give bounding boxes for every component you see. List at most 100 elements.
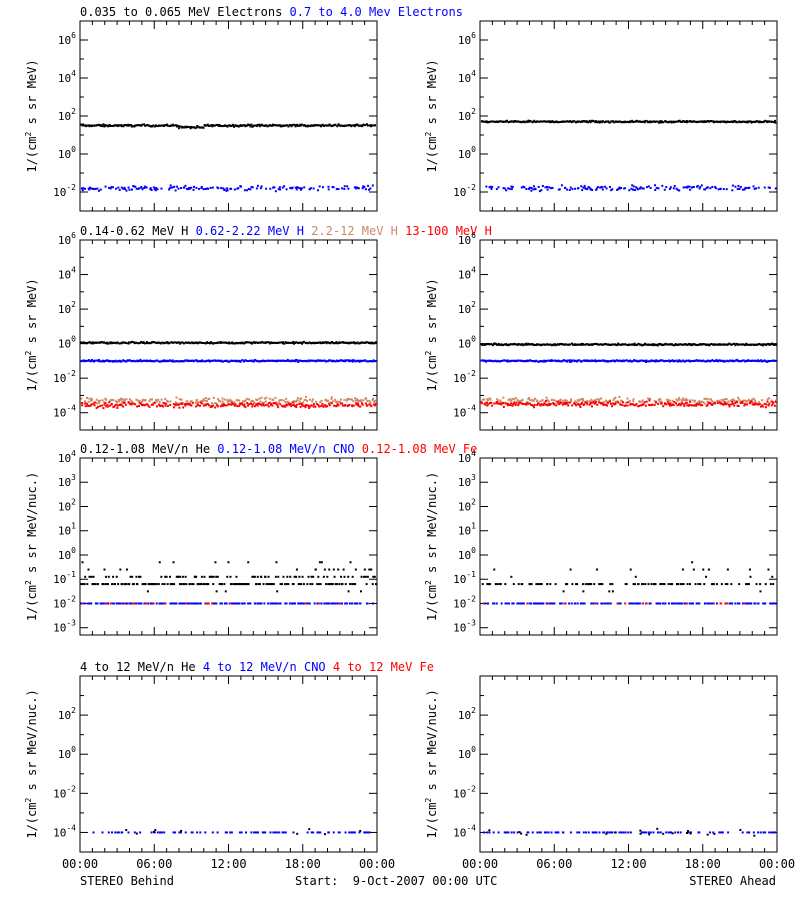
data-point xyxy=(337,123,340,126)
data-point xyxy=(588,119,591,122)
y-tick-label: 104 xyxy=(58,69,76,85)
data-point xyxy=(284,602,287,605)
data-point xyxy=(565,359,568,362)
data-point xyxy=(278,186,281,189)
data-point xyxy=(118,342,121,345)
data-point xyxy=(329,401,332,404)
data-point xyxy=(148,405,151,408)
data-point xyxy=(283,831,286,834)
data-point xyxy=(287,125,290,128)
data-point xyxy=(129,575,132,578)
data-point xyxy=(175,403,178,406)
data-point xyxy=(114,341,117,344)
data-point xyxy=(626,404,629,407)
data-point xyxy=(187,402,190,405)
data-point xyxy=(122,187,125,190)
data-point xyxy=(321,186,324,189)
data-point xyxy=(661,121,664,124)
data-point xyxy=(330,396,333,399)
data-point xyxy=(121,583,124,586)
data-point xyxy=(684,342,687,345)
data-point xyxy=(154,359,157,362)
data-point xyxy=(289,575,292,578)
data-point xyxy=(544,343,547,346)
data-point xyxy=(751,398,754,401)
data-point xyxy=(265,341,268,344)
data-point xyxy=(289,186,292,189)
data-point xyxy=(614,831,617,834)
data-point xyxy=(488,343,491,346)
data-point xyxy=(537,360,540,363)
data-point xyxy=(685,831,688,834)
data-point xyxy=(278,831,281,834)
data-point xyxy=(171,359,174,362)
data-point xyxy=(685,120,688,123)
data-point xyxy=(221,403,224,406)
data-point xyxy=(737,405,740,408)
data-point xyxy=(229,575,232,578)
data-point xyxy=(535,359,538,362)
data-point xyxy=(250,831,253,834)
data-point xyxy=(564,120,567,123)
data-point xyxy=(546,404,549,407)
data-point xyxy=(316,124,319,127)
data-point xyxy=(767,343,770,346)
data-point xyxy=(486,398,489,401)
data-point xyxy=(617,343,620,346)
data-point xyxy=(320,399,323,402)
data-point xyxy=(577,403,580,406)
data-point xyxy=(99,405,102,408)
data-point xyxy=(585,401,588,404)
data-point xyxy=(325,405,328,408)
data-point xyxy=(245,341,248,344)
data-point xyxy=(333,602,336,605)
data-point xyxy=(654,401,657,404)
data-point xyxy=(152,602,155,605)
data-point xyxy=(675,187,678,190)
data-point xyxy=(662,405,665,408)
data-point xyxy=(216,398,219,401)
data-point xyxy=(174,341,177,344)
data-point xyxy=(177,403,180,406)
data-point xyxy=(487,399,490,402)
data-point xyxy=(715,602,718,605)
data-point xyxy=(234,602,237,605)
data-point xyxy=(125,398,128,401)
data-point xyxy=(527,831,530,834)
data-point xyxy=(774,399,777,402)
data-point xyxy=(497,342,500,345)
data-point xyxy=(688,120,691,123)
data-point xyxy=(521,398,524,401)
data-point xyxy=(589,343,592,346)
data-point xyxy=(738,187,741,190)
data-point xyxy=(216,404,219,407)
data-point xyxy=(528,120,531,123)
data-point xyxy=(198,341,201,344)
data-point xyxy=(138,401,141,404)
data-point xyxy=(722,403,725,406)
data-point xyxy=(274,190,277,193)
data-point xyxy=(325,360,328,363)
data-point xyxy=(144,403,147,406)
data-point xyxy=(531,404,534,407)
data-point xyxy=(95,402,98,405)
data-point xyxy=(614,396,617,399)
data-point xyxy=(237,359,240,362)
data-point xyxy=(645,831,648,834)
data-point xyxy=(683,404,686,407)
data-point xyxy=(128,402,131,405)
data-point xyxy=(80,123,83,126)
data-point xyxy=(295,403,298,406)
data-point xyxy=(723,401,726,404)
data-point xyxy=(361,403,364,406)
y-tick-label: 101 xyxy=(58,522,76,538)
data-point xyxy=(739,400,742,403)
data-point xyxy=(697,401,700,404)
data-point xyxy=(493,402,496,405)
data-point xyxy=(357,124,360,127)
data-point xyxy=(326,575,329,578)
data-point xyxy=(237,125,240,128)
data-point xyxy=(700,400,703,403)
data-point xyxy=(510,359,513,362)
